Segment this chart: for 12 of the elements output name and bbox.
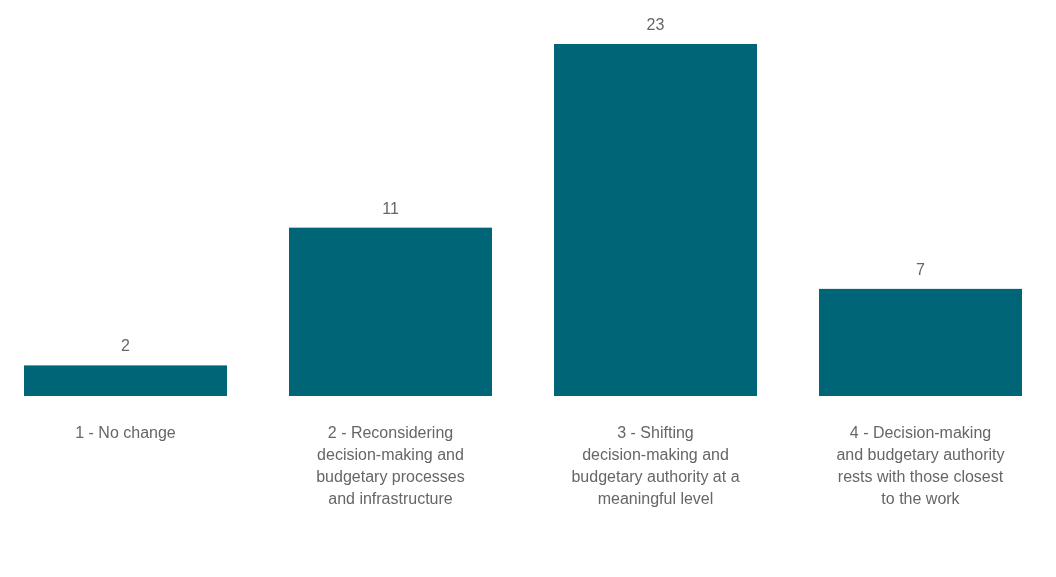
x-tick-label: 1 - No change bbox=[75, 424, 176, 441]
bar bbox=[289, 227, 492, 396]
bar bbox=[24, 365, 227, 396]
data-label: 11 bbox=[382, 199, 399, 217]
x-tick-label: 3 - Shifting decision-making and budgetary authority at a meaningful level bbox=[571, 424, 740, 507]
data-label: 23 bbox=[646, 16, 665, 33]
x-tick-label: 4 - Decision-making and budgetary authority rests with those closest to the work bbox=[836, 424, 1005, 507]
data-label: 7 bbox=[916, 260, 926, 278]
bar bbox=[819, 288, 1022, 396]
bar bbox=[554, 44, 757, 396]
x-tick-label: 2 - Reconsidering decision-making and budgetary processes and infrastructure bbox=[316, 424, 465, 507]
data-label: 2 bbox=[121, 337, 131, 355]
